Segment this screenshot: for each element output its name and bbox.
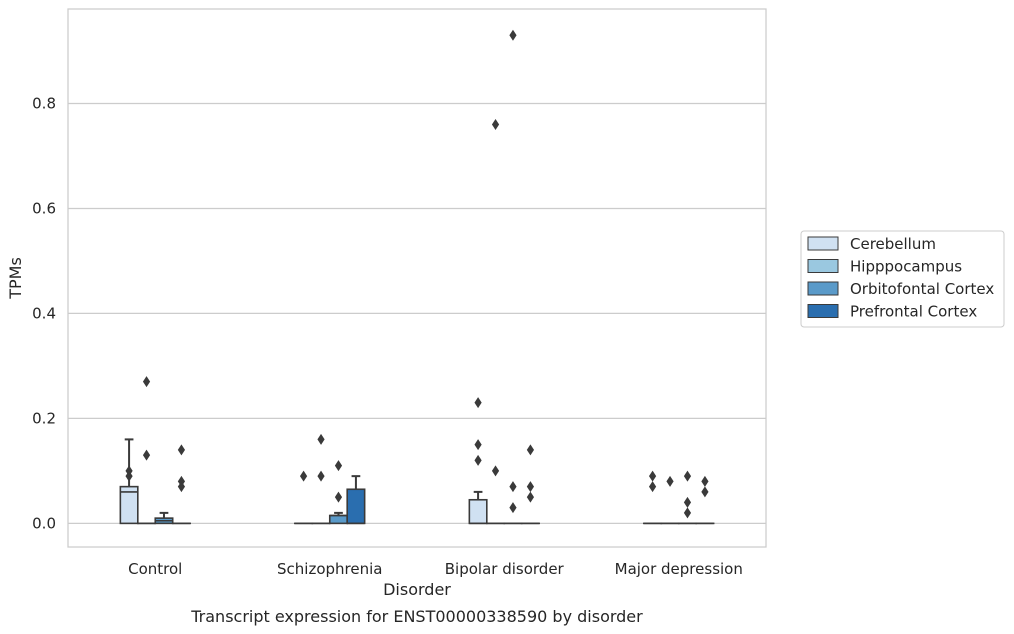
outlier-point bbox=[491, 118, 500, 130]
box-group bbox=[154, 511, 174, 525]
box-group bbox=[485, 118, 506, 525]
outlier-point bbox=[648, 470, 657, 482]
x-tick-label: Major depression bbox=[615, 560, 743, 578]
y-tick-label: 0.6 bbox=[32, 199, 56, 217]
box-group bbox=[468, 397, 488, 525]
outlier-point bbox=[648, 481, 657, 493]
legend-items: Cerebellum Hipppocampus Orbitofontal Corte… bbox=[807, 235, 994, 321]
x-axis-title: Disorder bbox=[383, 580, 451, 599]
box-group bbox=[137, 376, 157, 525]
grid-lines bbox=[68, 102, 766, 525]
outlier-point bbox=[509, 29, 517, 41]
legend-label: Prefrontal Cortex bbox=[850, 303, 977, 321]
outlier-point bbox=[526, 491, 535, 503]
box-body bbox=[468, 498, 488, 525]
legend-label: Orbitofontal Cortex bbox=[850, 280, 994, 298]
box-group bbox=[346, 475, 366, 525]
y-tick-labels: 0.0 0.2 0.4 0.6 0.8 bbox=[32, 94, 56, 532]
y-tick-label: 0.2 bbox=[32, 409, 56, 427]
outlier-point bbox=[142, 376, 151, 388]
x-tick-labels: Control Schizophrenia Bipolar disorder Majo… bbox=[128, 560, 743, 578]
box-group bbox=[171, 444, 191, 525]
outlier-point bbox=[491, 465, 500, 477]
y-tick-label: 0.8 bbox=[32, 94, 56, 112]
box-body bbox=[346, 488, 366, 525]
box-body bbox=[328, 514, 349, 525]
box-group bbox=[660, 475, 680, 525]
box-group bbox=[643, 470, 663, 525]
outlier-point bbox=[474, 397, 482, 409]
outlier-point bbox=[142, 449, 151, 461]
outlier-point bbox=[317, 433, 325, 445]
box-group bbox=[294, 470, 314, 525]
x-tick-label: Schizophrenia bbox=[277, 560, 382, 578]
outlier-point bbox=[177, 481, 186, 493]
x-tick-label: Bipolar disorder bbox=[445, 560, 565, 578]
y-axis-title: TPMs bbox=[6, 257, 25, 300]
outlier-point bbox=[701, 475, 709, 487]
outlier-point bbox=[334, 491, 343, 503]
outlier-point bbox=[474, 439, 482, 451]
outlier-point bbox=[683, 496, 692, 508]
box-group bbox=[695, 475, 715, 525]
outlier-point bbox=[334, 460, 343, 472]
plot-frame bbox=[67, 8, 767, 548]
box-group bbox=[677, 470, 698, 525]
box-group bbox=[503, 29, 523, 525]
outlier-point bbox=[177, 444, 186, 456]
y-tick-label: 0.4 bbox=[32, 304, 56, 322]
box-group bbox=[520, 444, 540, 525]
outlier-point bbox=[666, 475, 674, 487]
outlier-point bbox=[474, 454, 482, 466]
legend: Cerebellum Hipppocampus Orbitofontal Corte… bbox=[800, 230, 1005, 328]
box-group bbox=[328, 460, 349, 525]
outlier-point bbox=[701, 486, 709, 498]
box-group bbox=[311, 433, 331, 525]
legend-swatch bbox=[807, 259, 839, 273]
outlier-point bbox=[683, 470, 692, 482]
chart-caption: Transcript expression for ENST0000033859… bbox=[190, 607, 643, 626]
legend-swatch bbox=[807, 304, 839, 318]
outlier-point bbox=[299, 470, 308, 482]
outlier-point bbox=[509, 481, 517, 493]
outlier-point bbox=[509, 502, 517, 514]
outlier-point bbox=[125, 470, 133, 482]
legend-swatch bbox=[807, 281, 839, 296]
box-body bbox=[119, 485, 139, 525]
legend-label: Cerebellum bbox=[850, 235, 936, 253]
legend-frame bbox=[800, 230, 1005, 328]
outlier-point bbox=[683, 507, 692, 519]
y-tick-label: 0.0 bbox=[32, 514, 56, 532]
box-group bbox=[119, 438, 139, 525]
outlier-point bbox=[526, 481, 535, 493]
outlier-point bbox=[526, 444, 535, 456]
outlier-point bbox=[317, 470, 325, 482]
legend-label: Hipppocampus bbox=[850, 258, 962, 276]
plot-marks bbox=[119, 29, 715, 525]
x-tick-label: Control bbox=[128, 560, 182, 578]
legend-swatch bbox=[807, 236, 839, 251]
